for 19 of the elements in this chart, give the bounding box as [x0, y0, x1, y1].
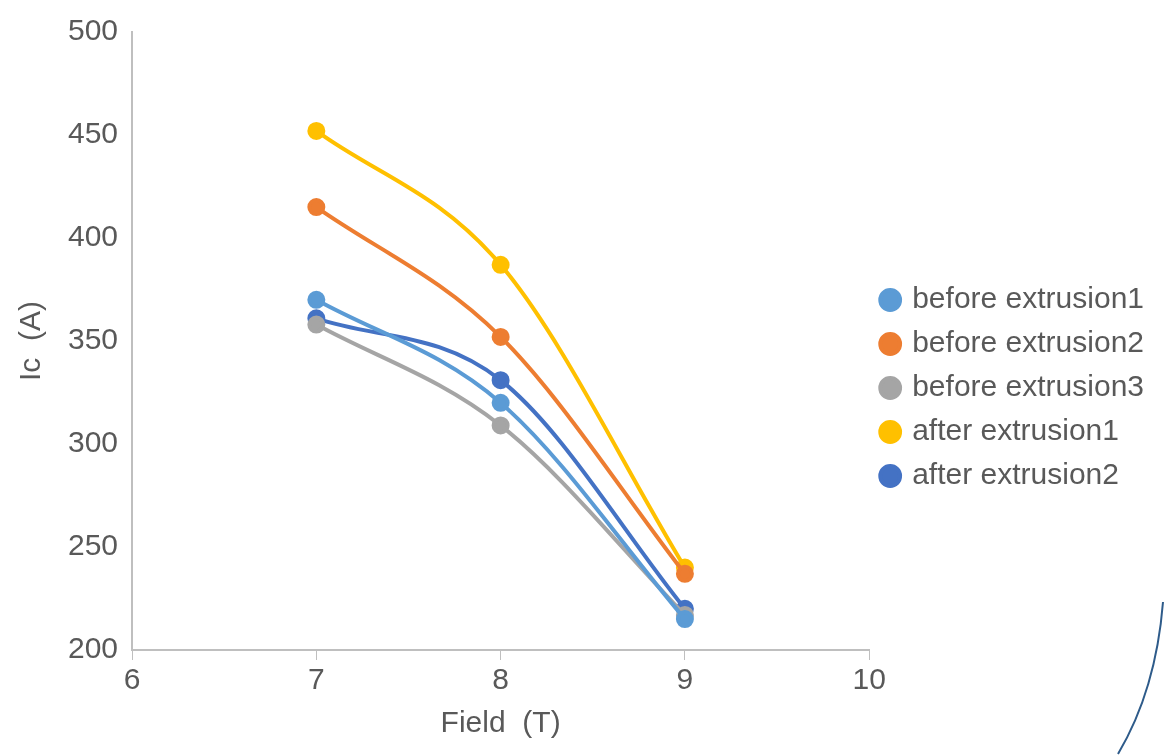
y-tick-label: 500 — [67, 13, 119, 47]
x-tick-label: 7 — [307, 662, 325, 696]
y-axis-title: Ic (A) — [13, 301, 47, 381]
y-tick-label: 200 — [67, 631, 119, 665]
y-tick-label: 400 — [67, 219, 119, 253]
y-tick-label: 350 — [67, 322, 119, 356]
y-tick-label: 250 — [67, 528, 119, 562]
x-tick-label: 8 — [492, 662, 509, 696]
x-axis-title: Field (T) — [440, 705, 561, 739]
x-tick-label: 6 — [123, 662, 141, 696]
legend-label: before extrusion3 — [912, 369, 1144, 403]
legend-label: after extrusion1 — [912, 413, 1119, 447]
x-tick-label: 10 — [852, 662, 886, 696]
y-tick-label: 300 — [67, 425, 119, 459]
legend-label: before extrusion2 — [912, 325, 1144, 359]
x-tick-label: 9 — [676, 662, 694, 696]
legend-label: after extrusion2 — [912, 457, 1119, 491]
legend-label: before extrusion1 — [912, 281, 1144, 315]
y-tick-label: 450 — [67, 116, 119, 150]
